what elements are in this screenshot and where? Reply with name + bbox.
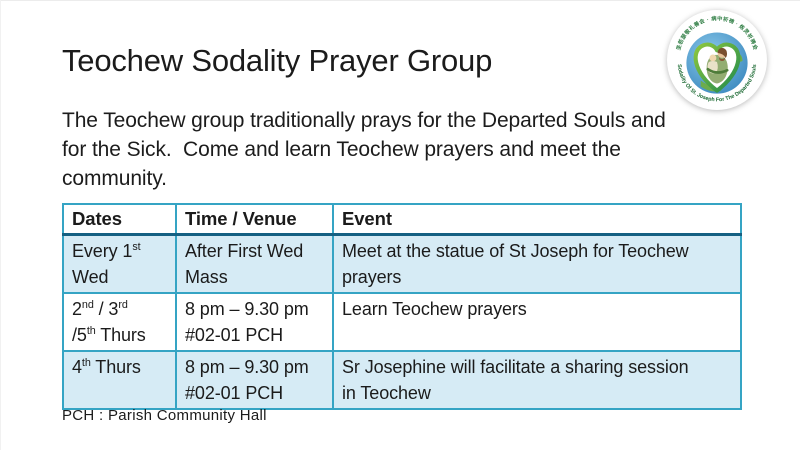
header-event: Event <box>332 203 742 236</box>
schedule-table-container: Dates Time / Venue Event Every 1st Wed Aft… <box>62 203 742 410</box>
schedule-table: Dates Time / Venue Event Every 1st Wed Aft… <box>62 203 742 410</box>
table-cell: Sr Josephine will facilitate a sharing s… <box>332 350 742 410</box>
table-cell: 2nd / 3rd/5th Thurs <box>62 292 177 352</box>
table-cell: Meet at the statue of St Joseph for Teoc… <box>332 233 742 294</box>
left-edge-line <box>0 0 1 450</box>
intro-line: community. <box>62 167 167 190</box>
table-row: 2nd / 3rd/5th Thurs 8 pm – 9.30 pm #02-01 … <box>62 292 742 352</box>
header-dates: Dates <box>62 203 177 236</box>
table-row: Every 1st Wed After First Wed Mass Meet at t… <box>62 233 742 294</box>
table-cell: 8 pm – 9.30 pm #02-01 PCH <box>175 292 334 352</box>
sodality-logo-icon: 圣若瑟敬礼善会 · 病中祈祷 · 炼灵祈祷会 Sodality Of St. J… <box>667 10 767 110</box>
table-cell: 8 pm – 9.30 pm #02-01 PCH <box>175 350 334 410</box>
sodality-logo: 圣若瑟敬礼善会 · 病中祈祷 · 炼灵祈祷会 Sodality Of St. J… <box>666 9 768 111</box>
table-cell: After First Wed Mass <box>175 233 334 294</box>
st-joseph-figure-icon <box>706 47 729 84</box>
intro-line: The Teochew group traditionally prays fo… <box>62 109 666 132</box>
table-cell: Learn Teochew prayers <box>332 292 742 352</box>
table-row: 4th Thurs 8 pm – 9.30 pm #02-01 PCH Sr Jose… <box>62 350 742 410</box>
header-time-venue: Time / Venue <box>175 203 334 236</box>
table-cell: Every 1st Wed <box>62 233 177 294</box>
top-edge-line <box>0 0 800 1</box>
intro-line: for the Sick. Come and learn Teochew pra… <box>62 138 621 161</box>
page-title: Teochew Sodality Prayer Group <box>62 43 493 78</box>
footnote: PCH : Parish Community Hall <box>62 407 267 424</box>
schedule-table-body: Every 1st Wed After First Wed Mass Meet at t… <box>62 233 742 410</box>
table-header-row: Dates Time / Venue Event <box>62 203 742 236</box>
intro-paragraph: The Teochew group traditionally prays fo… <box>62 106 752 193</box>
table-cell: 4th Thurs <box>62 350 177 410</box>
